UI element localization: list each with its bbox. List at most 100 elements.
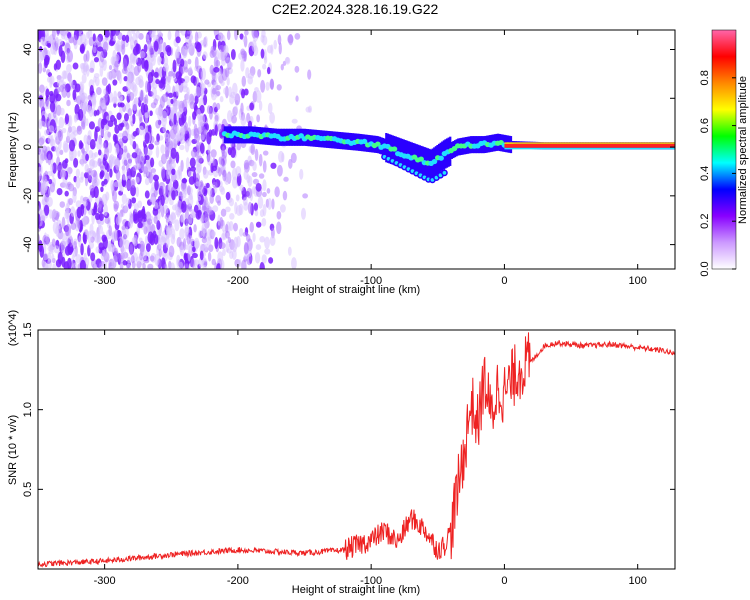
spectrogram-speckle (262, 179, 267, 192)
spectrogram-speckle (130, 64, 135, 71)
spectrogram-speckle (48, 125, 55, 133)
spectrogram-speckle (72, 34, 78, 46)
spectrogram-speckle (160, 204, 165, 218)
spectrogram-speckle (203, 213, 210, 222)
spectrogram-speckle (179, 228, 185, 240)
spectrogram-speckle (128, 217, 134, 229)
spectrogram-speckle (103, 203, 108, 216)
spectrogram-speckle (149, 110, 153, 117)
spectrogram-speckle (165, 235, 170, 249)
spectrogram-speckle (276, 210, 282, 220)
spectrogram-speckle (70, 206, 76, 217)
spectrogram-speckle (162, 184, 167, 196)
spectrogram-speckle (80, 243, 84, 256)
spectrogram-speckle (147, 263, 154, 269)
spectrogram-speckle (220, 154, 227, 167)
spectrogram-speckle (307, 69, 312, 80)
signal-core (418, 156, 424, 162)
spectrogram-speckle (82, 196, 89, 202)
spectrogram-speckle (145, 34, 150, 41)
spectrogram-speckle (278, 42, 282, 55)
spectrogram-speckle (158, 56, 162, 63)
spectrogram-speckle (175, 36, 181, 44)
spectrogram-speckle (96, 109, 100, 116)
spectrogram-speckle (200, 67, 206, 81)
spectrogram-speckle (93, 56, 100, 63)
spectrogram-speckle (110, 179, 115, 192)
spectrogram-speckle (156, 220, 161, 231)
spectrogram-speckle (154, 179, 159, 191)
spectrogram-speckle (195, 181, 201, 187)
spectrogram-speckle (228, 86, 233, 97)
spectrogram-speckle (193, 224, 197, 233)
spectrogram-speckle (238, 227, 244, 237)
spectrogram-speckle (107, 131, 112, 138)
spectrogram-speckle (186, 185, 191, 196)
spectrogram-speckle (238, 203, 244, 216)
spectrogram-speckle (131, 237, 137, 245)
spectrogram-speckle (157, 109, 162, 121)
spectrogram-speckle (180, 58, 185, 67)
spectrogram-speckle (262, 160, 267, 173)
signal-steady-edge (504, 142, 675, 144)
spectrogram-speckle (59, 201, 66, 208)
spectrogram-speckle (186, 91, 190, 104)
spectrogram-speckle (69, 79, 74, 87)
spectrogram-speckle (199, 104, 205, 114)
spectrogram-speckle (109, 114, 116, 123)
spectrogram-speckle (135, 44, 140, 52)
spectrogram-speckle (230, 160, 236, 169)
spectrogram-speckle (68, 139, 76, 152)
spectrogram-speckle (148, 171, 154, 184)
spectrogram-speckle (66, 99, 71, 107)
snr-series-line (38, 332, 675, 568)
spectrogram-speckle (153, 189, 158, 198)
spectrogram-speckle (269, 235, 276, 247)
snr-y-label: SNR (10 * v/v) (7, 415, 19, 485)
spectrogram-speckle (186, 233, 191, 245)
spectrogram-speckle (210, 162, 214, 174)
spectrogram-speckle (182, 80, 188, 89)
spectrogram-speckle (226, 248, 232, 254)
spectrogram-speckle (131, 30, 136, 35)
signal-core (431, 158, 438, 165)
spectrogram-speckle (162, 124, 167, 133)
spectrogram-speckle (121, 225, 126, 231)
spectrogram-speckle (261, 254, 267, 264)
spectrogram-speckle (81, 43, 85, 52)
spectrogram-speckle (264, 236, 270, 249)
spectrogram-speckle (234, 30, 239, 41)
spectrogram-speckle (235, 194, 240, 202)
spectrogram-speckle (188, 206, 193, 212)
spectrogram-speckle (206, 105, 212, 114)
spectrogram-speckle (192, 252, 198, 259)
spectrogram-speckle (89, 67, 95, 73)
spectrogram-speckle (98, 242, 104, 251)
spectrogram-speckle (107, 83, 112, 95)
spectrogram-speckle (161, 110, 168, 122)
spectrogram-speckle (90, 94, 96, 105)
spectrogram-speckle (119, 236, 125, 249)
spectrogram-speckle (108, 225, 113, 237)
spectrogram-speckle (294, 65, 300, 73)
spectrogram-speckle (112, 189, 117, 203)
spectrogram-speckle (153, 201, 159, 210)
spectrogram-speckle (247, 201, 253, 214)
spectrogram-speckle (80, 195, 84, 204)
spectrogram-speckle (56, 30, 61, 37)
spectrogram-speckle (262, 191, 267, 198)
spectrogram-speckle (178, 168, 182, 181)
spectrogram-speckle (59, 107, 65, 116)
spectrogram-speckle (148, 143, 154, 150)
spectrogram-speckle (259, 209, 265, 218)
spectrogram-speckle (110, 30, 116, 37)
spectrogram-speckle (243, 253, 250, 260)
signal-core (438, 155, 444, 161)
spectrogram-speckle (144, 177, 150, 186)
chart-title: C2E2.2024.328.16.19.G22 (272, 1, 439, 17)
colorbar-tick-label: 0.4 (699, 166, 711, 181)
spectrogram-speckle (65, 203, 70, 215)
spectrogram-speckle (121, 193, 127, 205)
spectrogram-speckle (76, 220, 81, 229)
spectrogram-speckle (49, 209, 53, 219)
